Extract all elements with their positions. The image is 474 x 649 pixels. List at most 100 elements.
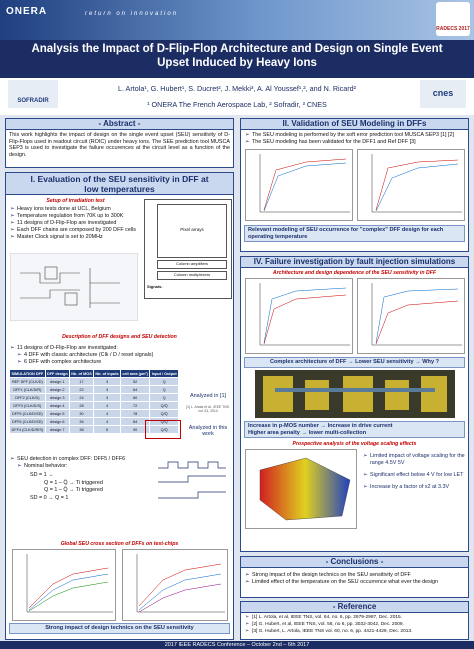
table-cell: Q/Q̄ (149, 401, 179, 410)
table-cell: DFF2 (CLK/D) (9, 393, 46, 402)
table-cell: 28 (68, 401, 95, 410)
analyzed-ref: [1] L. Artola et al., IEEE TNS, vol. 61,… (186, 405, 230, 413)
table-cell: 5 (93, 425, 121, 434)
graphic-path (28, 567, 109, 609)
bullet: The SEU modeling is performed by the sof… (245, 132, 465, 139)
graphic-path (263, 294, 347, 345)
table-cell: design 4 (44, 401, 70, 410)
diagram-label: Pixel arrays (157, 204, 227, 258)
table-cell: DFF4 (CLK/D/R/S) (9, 425, 46, 434)
table-cell: design 5 (44, 409, 70, 418)
caption: Global SEU cross section of DFFs on test… (60, 541, 179, 547)
graphic-g (275, 388, 435, 392)
graphic-rect (263, 376, 293, 412)
diagram-label: Column amplifiers (157, 260, 227, 269)
graphic-path (138, 573, 222, 611)
graphic-path (158, 475, 226, 483)
plot-image (357, 278, 465, 354)
table-row: DFF5 (CLK/D/SD) design 5 30 4 78 Q/Q̄ (9, 409, 179, 418)
bullet-list: SEU detection in complex DFF: DFF5 / DFF… (10, 456, 160, 463)
table-cell: 24 (68, 393, 95, 402)
table-header: Nb. of MOS (68, 369, 95, 378)
graphic-rect (421, 376, 447, 412)
bullet-list: Nominal behavior: (10, 463, 160, 470)
table-row: DFF1 (CLK/D/R) design 2 22 3 64 Q (9, 385, 179, 394)
analyzed-note: Analyzed in [1] (189, 393, 227, 399)
graphic-path (375, 163, 459, 212)
header-badge: RADECS 2017 (436, 2, 470, 36)
graphic-path (28, 581, 109, 612)
schematic (10, 253, 138, 321)
bullet-list: Strong impact of the design technics on … (245, 572, 465, 586)
bullet: SEU detection in complex DFF: DFF5 / DFF… (10, 456, 160, 463)
section4-box: IV. Failure investigation by fault injec… (240, 256, 469, 552)
abstract-text: This work highlights the impact of desig… (9, 132, 230, 158)
table-cell: design 7 (44, 425, 70, 434)
table-header: Nb. of inputs (93, 369, 121, 378)
table-row: DFF4 (CLK/D/R/S) design 7 38 5 90 Q/Q̄ (9, 425, 179, 434)
table-cell: Q (149, 377, 179, 386)
footer: 2017 IEEE RADECS Conference – October 2n… (0, 641, 474, 649)
bullet: [3] G. Hubert, L. Artola, IEEE TNS vol. … (245, 628, 465, 635)
table-cell: 64 (119, 385, 151, 394)
table-header: cell area (µm²) (119, 369, 151, 378)
table-row: DFF6 (CLK/D/SD) design 6 34 4 84 Q/Q̄ (9, 417, 179, 426)
bullet: Strong impact of the design technics on … (245, 572, 465, 579)
graphic-path (158, 491, 226, 499)
table-cell: Q/Q̄ (149, 409, 179, 418)
graphic-path (136, 554, 225, 613)
bullet: Master Clock signal is set to 20MHz (10, 234, 145, 241)
graphic-path (138, 583, 222, 613)
table-cell: 3 (93, 393, 121, 402)
caption: Architecture and design dependence of th… (272, 270, 437, 276)
bullet: Limited effect of the temperature on the… (245, 579, 465, 586)
table-cell: 4 (93, 417, 121, 426)
table-cell: design 6 (44, 417, 70, 426)
graphic-rect (343, 376, 373, 412)
highlight (145, 420, 181, 439)
table-cell: 38 (68, 425, 95, 434)
note-line: Increase in p-MOS number → Increase in d… (248, 423, 393, 429)
table-cell: DFF5 (CLK/D/SD) (9, 409, 46, 418)
section2-heading: II. Validation of SEU Modeling in DFFs (241, 119, 468, 130)
table-cell: 52 (119, 377, 151, 386)
abstract-heading: - Abstract - (6, 119, 233, 130)
graphic-rect (44, 266, 58, 280)
bullet: 4 DFF with classic architecture (Clk / D… (17, 352, 230, 359)
bullet: Temperature regulation from 70K up to 30… (10, 213, 145, 220)
table-cell: 4 (93, 409, 121, 418)
note: Complex architecture of DFF → Lower SEU … (244, 357, 465, 368)
note: Increase in p-MOS number → Increase in d… (244, 421, 465, 439)
section2-box: II. Validation of SEU Modeling in DFFs T… (240, 118, 469, 252)
table-cell: 3 (93, 385, 121, 394)
bullet: Heavy ions tests done at UCL, Belgium (10, 206, 145, 213)
detection-line: SD = 1 → (30, 472, 54, 478)
table-header: Input / Output (149, 369, 179, 378)
caption: Description of DFF designs and SEU detec… (62, 334, 177, 340)
bullet: [2] G. Hubert, et al, IEEE TNS, vol. 56,… (245, 621, 465, 628)
bullet-list: 4 DFF with classic architecture (Clk / D… (10, 352, 230, 366)
graphic-path (259, 457, 351, 521)
graphic-path (375, 159, 459, 211)
graphic-path (375, 288, 459, 344)
graphic-g (20, 266, 120, 308)
table-cell: design 3 (44, 393, 70, 402)
conclusions-box: - Conclusions - Strong impact of the des… (240, 556, 469, 598)
graphic-g (371, 154, 462, 213)
graphic-path (259, 283, 350, 346)
graphic-rect (64, 292, 78, 306)
point: Significant effect below 4 V for low LET (363, 472, 465, 479)
bullet-list: The SEU modeling is performed by the sof… (245, 132, 465, 146)
graphic-path (26, 554, 113, 613)
graphic-rect (385, 380, 409, 410)
point-list: Limited impact of voltage scaling for th… (363, 453, 465, 496)
section4-heading: IV. Failure investigation by fault injec… (241, 257, 468, 268)
plot-image (245, 149, 353, 221)
bullet: Nominal behavior: (17, 463, 160, 470)
table-cell: DFF6 (CLK/D/SD) (9, 417, 46, 426)
table-cell: 30 (68, 409, 95, 418)
dff-table: SIMULATION DFF DFF design Nb. of MOS Nb. of… (9, 369, 179, 434)
table-cell: REF DFF (CLK/D) (9, 377, 46, 386)
layout-image (255, 370, 455, 418)
graphic-g (158, 461, 226, 499)
